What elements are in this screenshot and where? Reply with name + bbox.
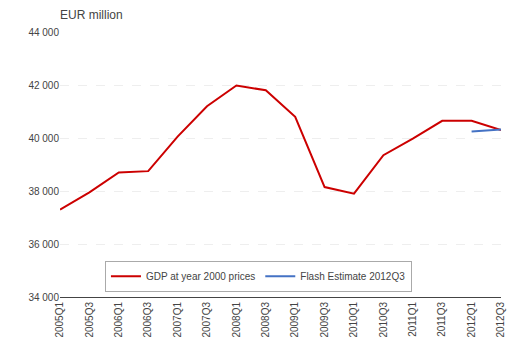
- svg-text:2007Q3: 2007Q3: [201, 302, 212, 338]
- svg-text:2005Q3: 2005Q3: [84, 302, 95, 338]
- svg-text:Flash Estimate 2012Q3: Flash Estimate 2012Q3: [300, 271, 405, 282]
- svg-text:2012Q3: 2012Q3: [495, 302, 506, 338]
- svg-text:2006Q3: 2006Q3: [142, 302, 153, 338]
- svg-text:2008Q1: 2008Q1: [231, 302, 242, 338]
- svg-text:2007Q1: 2007Q1: [172, 302, 183, 338]
- svg-text:34 000: 34 000: [28, 292, 59, 303]
- svg-text:2009Q1: 2009Q1: [289, 302, 300, 338]
- svg-text:40 000: 40 000: [28, 133, 59, 144]
- svg-text:EUR million: EUR million: [60, 8, 123, 22]
- svg-text:GDP at year 2000 prices: GDP at year 2000 prices: [146, 271, 255, 282]
- svg-text:44 000: 44 000: [28, 27, 59, 38]
- svg-text:2008Q3: 2008Q3: [260, 302, 271, 338]
- svg-text:42 000: 42 000: [28, 80, 59, 91]
- svg-text:2012Q1: 2012Q1: [466, 302, 477, 338]
- svg-text:2010Q1: 2010Q1: [348, 302, 359, 338]
- svg-text:38 000: 38 000: [28, 186, 59, 197]
- svg-text:2005Q1: 2005Q1: [54, 302, 65, 338]
- svg-text:2011Q1: 2011Q1: [407, 302, 418, 337]
- svg-text:36 000: 36 000: [28, 239, 59, 250]
- svg-text:2010Q3: 2010Q3: [378, 302, 389, 338]
- svg-text:2009Q3: 2009Q3: [319, 302, 330, 338]
- svg-text:2006Q1: 2006Q1: [113, 302, 124, 338]
- svg-text:2011Q3: 2011Q3: [436, 302, 447, 337]
